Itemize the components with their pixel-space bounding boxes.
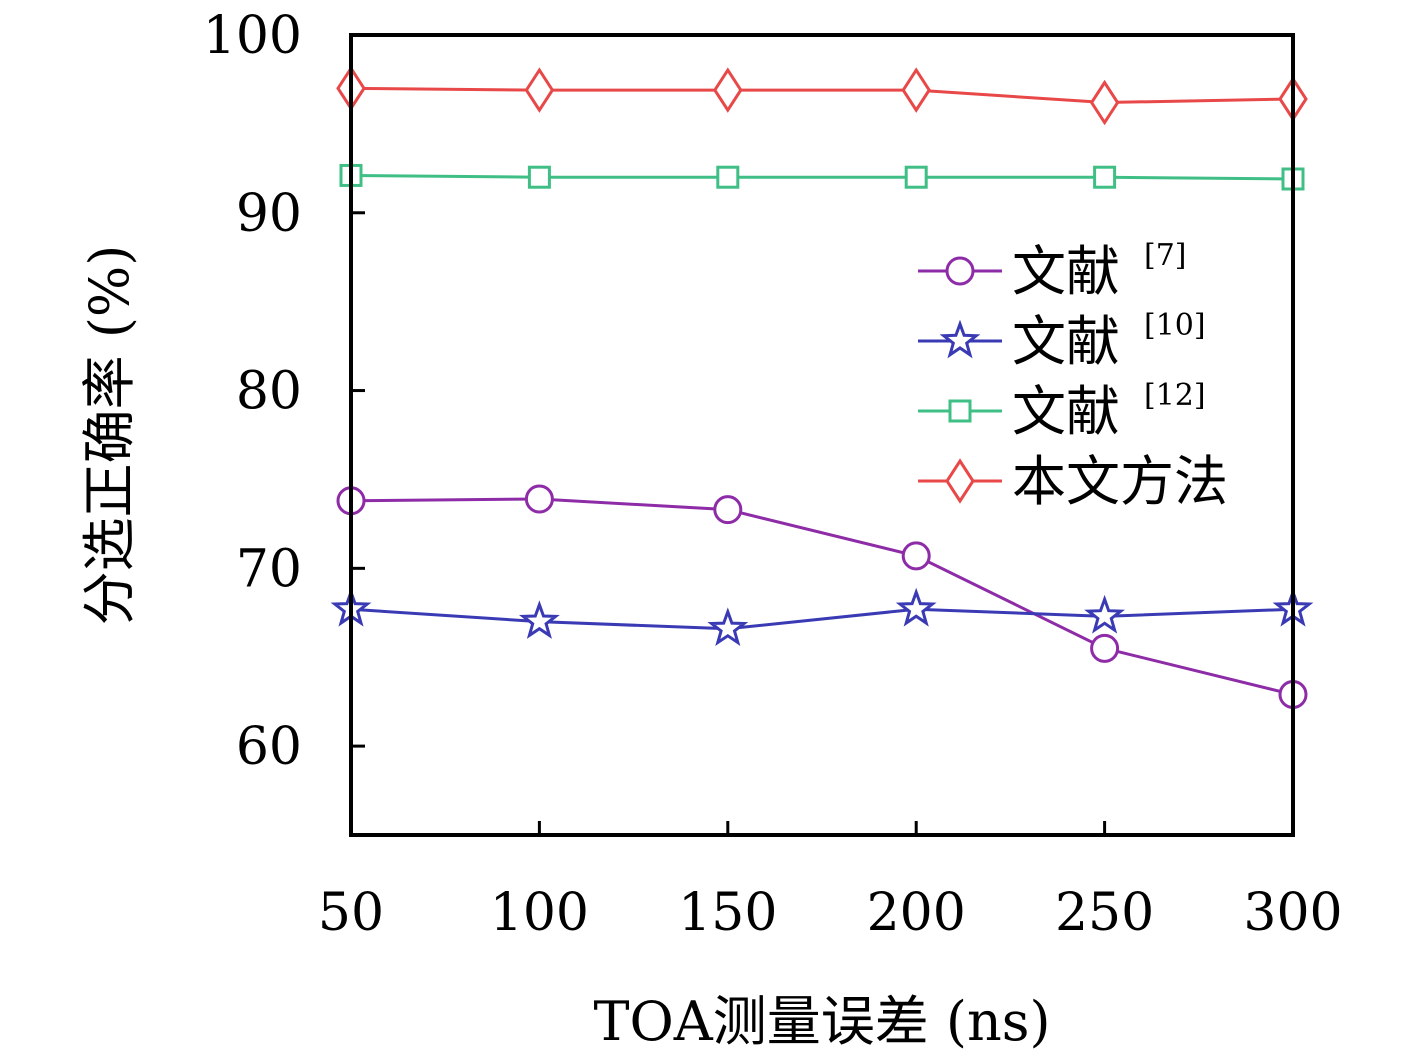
x-axis-title: TOA测量误差 (ns)	[593, 990, 1050, 1053]
plot-frame	[349, 33, 1295, 837]
data-point	[1089, 79, 1120, 126]
y-tick-label: 60	[236, 717, 302, 777]
series-0	[336, 484, 1308, 710]
x-tick-label: 150	[678, 883, 777, 943]
series-1	[330, 587, 1314, 647]
legend-item: 文献 [12]	[918, 378, 1206, 443]
data-point	[1093, 165, 1117, 189]
data-point	[707, 607, 749, 647]
data-point	[895, 587, 937, 627]
series-layer	[330, 65, 1314, 710]
y-tick-label: 70	[236, 539, 302, 599]
data-point	[904, 165, 928, 189]
y-axis-title: 分选正确率 (%)	[78, 245, 141, 626]
data-point	[527, 165, 551, 189]
series-line	[350, 607, 1294, 631]
legend: 文献 [7] 文献 [10] 文献 [12] 本文方法	[918, 238, 1228, 513]
legend-item: 本文方法	[918, 450, 1228, 513]
series-3	[336, 65, 1308, 126]
series-line	[350, 86, 1294, 105]
legend-marker	[939, 319, 981, 359]
legend-label: 本文方法	[1012, 450, 1228, 513]
data-point	[524, 484, 554, 514]
data-point	[901, 67, 931, 113]
data-point	[716, 165, 740, 189]
data-point	[713, 67, 743, 113]
legend-label: 文献	[1012, 380, 1120, 443]
legend-citation: [10]	[1144, 308, 1206, 343]
axis-ticks	[349, 33, 1295, 835]
y-tick-label: 90	[236, 184, 302, 244]
legend-label: 文献	[1012, 240, 1120, 303]
y-tick-label: 80	[236, 362, 302, 422]
legend-label: 文献	[1012, 310, 1120, 373]
data-point	[524, 67, 555, 113]
x-tick-label: 100	[490, 883, 589, 943]
data-point	[1090, 633, 1120, 663]
data-point	[1084, 594, 1125, 634]
legend-marker	[948, 399, 972, 423]
series-line	[350, 173, 1294, 181]
x-tick-label: 250	[1055, 883, 1154, 943]
x-tick-label: 50	[318, 883, 384, 943]
legend-marker	[945, 458, 975, 504]
legend-item: 文献 [7]	[918, 238, 1187, 303]
x-tick-label: 200	[867, 883, 966, 943]
x-tick-label: 300	[1243, 883, 1342, 943]
series-line	[350, 497, 1294, 697]
legend-citation: [7]	[1144, 238, 1187, 273]
data-point	[901, 541, 931, 571]
data-point	[713, 495, 743, 525]
tick-labels: 50 100 150 200 250 300 60 70 80 90 100	[203, 6, 1343, 943]
data-point	[519, 600, 560, 639]
legend-item: 文献 [10]	[918, 308, 1206, 373]
series-2	[339, 163, 1305, 191]
legend-marker	[945, 256, 975, 286]
y-tick-label: 100	[203, 6, 302, 66]
legend-citation: [12]	[1144, 378, 1206, 413]
